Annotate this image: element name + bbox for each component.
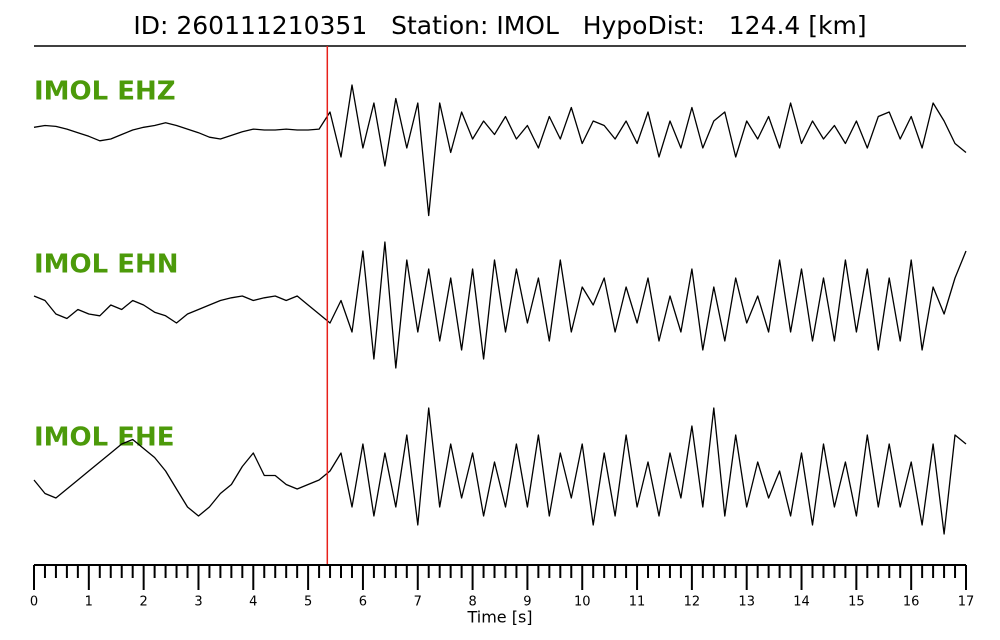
waveform	[33, 84, 967, 217]
x-tick-label: 2	[140, 595, 148, 610]
x-tick-label: 4	[249, 595, 257, 610]
trace-label: IMOL EHE	[34, 423, 175, 453]
chart-title: ID: 260111210351 Station: IMOL HypoDist:…	[133, 11, 866, 40]
x-tick-label: 6	[359, 595, 367, 610]
x-tick-label: 14	[793, 595, 810, 610]
x-tick-label: 13	[738, 595, 755, 610]
x-tick-label: 12	[684, 595, 701, 610]
x-tick-label: 17	[958, 595, 975, 610]
x-tick-label: 7	[414, 595, 422, 610]
x-tick-label: 1	[85, 595, 93, 610]
waveform	[33, 407, 967, 535]
x-tick-label: 15	[848, 595, 865, 610]
x-tick-label: 16	[903, 595, 920, 610]
x-tick-label: 10	[574, 595, 591, 610]
waveform	[33, 241, 967, 369]
x-axis-label: Time [s]	[466, 608, 532, 627]
x-tick-label: 9	[523, 595, 531, 610]
trace-label: IMOL EHN	[34, 250, 179, 280]
x-tick-label: 5	[304, 595, 312, 610]
x-tick-label: 11	[629, 595, 646, 610]
x-tick-label: 8	[468, 595, 476, 610]
x-tick-label: 3	[194, 595, 202, 610]
trace-label: IMOL EHZ	[34, 77, 176, 107]
x-tick-label: 0	[30, 595, 38, 610]
